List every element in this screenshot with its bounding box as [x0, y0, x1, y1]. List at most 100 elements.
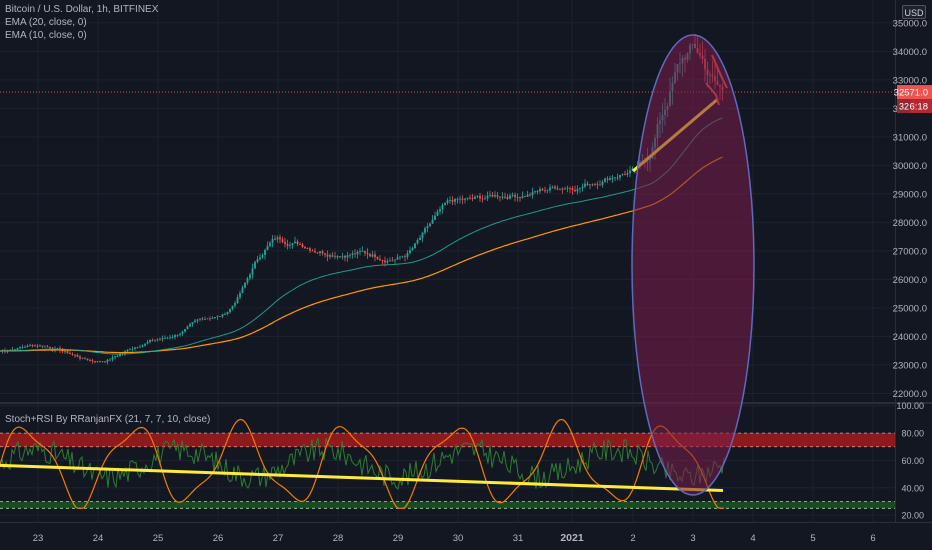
candle-body	[164, 338, 166, 339]
axes: 35000.034000.033000.032000.031000.030000…	[33, 18, 932, 544]
candle-body	[404, 256, 406, 258]
osc-tick-label: 80.00	[901, 429, 924, 439]
candle-body	[326, 254, 329, 257]
candle-body	[341, 255, 344, 257]
candle-body	[604, 178, 606, 182]
candle-body	[436, 211, 439, 216]
candle-body	[159, 339, 161, 341]
candle-body	[569, 187, 571, 189]
candle-body	[431, 219, 434, 224]
candle-body	[579, 187, 581, 189]
candle-body	[554, 186, 556, 189]
candle-body	[416, 240, 419, 244]
candle-body	[421, 232, 424, 238]
candle-body	[371, 254, 374, 257]
price-tick-label: 29000.0	[893, 189, 927, 200]
candle-body	[146, 341, 149, 344]
candle-body	[261, 255, 264, 258]
candle-body	[321, 251, 324, 254]
candle-body	[221, 314, 224, 317]
candle-body	[594, 183, 596, 185]
candle-body	[414, 243, 416, 248]
candle-body	[511, 194, 514, 196]
candle-body	[536, 191, 539, 193]
candle-body	[129, 349, 131, 351]
candle-body	[454, 198, 456, 202]
candle-body	[389, 260, 391, 262]
time-tick-label: 26	[213, 533, 224, 544]
candle-body	[244, 282, 246, 288]
candle-body	[439, 209, 441, 212]
candle-body	[401, 256, 404, 258]
candle-body	[524, 196, 526, 198]
candle-body	[396, 257, 399, 260]
candle-body	[336, 256, 339, 258]
candle-body	[581, 186, 584, 188]
ema10-legend: EMA (10, close, 0)	[5, 30, 87, 41]
candle-body	[561, 188, 564, 190]
candle-body	[39, 345, 41, 347]
time-tick-label: 30	[453, 533, 464, 544]
candle-body	[349, 255, 351, 256]
candle-body	[259, 257, 261, 260]
candle-body	[484, 198, 486, 200]
candle-body	[191, 322, 194, 325]
candle-body	[271, 238, 274, 243]
candle-body	[386, 260, 389, 263]
candle-body	[459, 198, 461, 200]
candle-body	[611, 178, 614, 179]
candle-body	[56, 348, 59, 350]
candle-body	[586, 183, 589, 186]
candle-body	[269, 242, 271, 246]
candle-body	[249, 274, 251, 279]
candle-body	[29, 344, 31, 346]
candle-body	[116, 356, 119, 357]
candle-body	[516, 196, 519, 198]
candle-body	[381, 260, 384, 261]
candle-body	[576, 188, 579, 192]
candle-body	[46, 346, 49, 348]
candle-body	[551, 186, 554, 188]
currency-button[interactable]: USD	[902, 5, 926, 19]
candle-body	[559, 188, 561, 190]
candle-body	[359, 251, 361, 253]
candle-body	[171, 337, 174, 338]
osc-band-red	[0, 433, 895, 447]
candle-body	[369, 254, 371, 257]
candle-body	[211, 318, 214, 319]
candle-body	[549, 187, 551, 191]
candle-body	[564, 188, 566, 190]
candle-body	[374, 254, 376, 257]
candle-body	[174, 335, 176, 338]
candle-body	[11, 349, 14, 351]
candle-body	[631, 168, 634, 171]
candle-body	[286, 243, 289, 246]
price-tick-label: 25000.0	[893, 303, 927, 314]
candle-body	[201, 318, 204, 320]
candle-body	[319, 251, 321, 254]
osc-tick-label: 20.00	[901, 511, 924, 521]
time-tick-label: 3	[690, 533, 695, 544]
candle-body	[276, 237, 279, 240]
candle-body	[541, 189, 544, 191]
candle-body	[601, 181, 604, 185]
candle-body	[606, 178, 609, 180]
candle-body	[521, 196, 524, 198]
time-tick-label: 24	[93, 533, 104, 544]
candle-body	[499, 196, 501, 198]
candle-body	[91, 360, 94, 362]
candle-body	[354, 253, 356, 255]
candle-body	[44, 346, 46, 348]
candle-body	[254, 261, 256, 269]
highlight-ellipse	[631, 34, 755, 496]
candle-body	[394, 259, 396, 261]
candle-body	[169, 337, 171, 339]
candle-body	[329, 255, 331, 257]
candle-body	[291, 243, 294, 246]
candle-body	[176, 334, 179, 336]
candle-body	[466, 197, 469, 199]
candle-body	[131, 348, 134, 350]
candle-body	[441, 204, 444, 210]
candle-body	[444, 202, 446, 205]
candle-body	[84, 357, 86, 359]
